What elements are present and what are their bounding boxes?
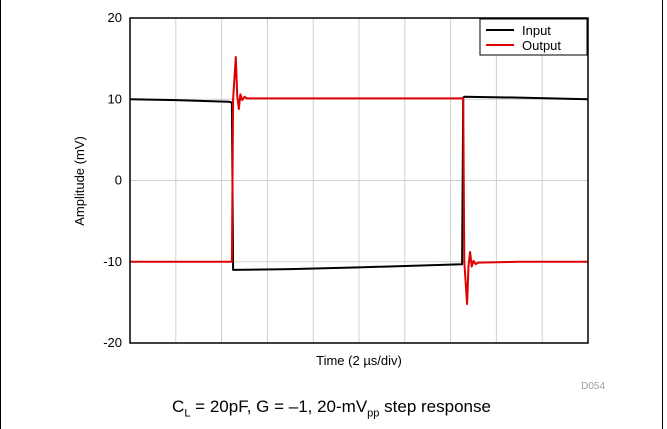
y-tick-label-0: -20 [103, 335, 122, 350]
legend-box [479, 18, 588, 56]
y-tick-label-1: -10 [103, 254, 122, 269]
series-lines [129, 56, 589, 305]
grid-lines [130, 18, 588, 343]
y-tick-labels: -20 -10 0 10 20 [103, 10, 122, 350]
caption-c: C [172, 397, 185, 416]
x-axis-label: Time (2 µs/div) [316, 353, 402, 368]
y-axis-label: Amplitude (mV) [72, 136, 87, 226]
figure-id: D054 [581, 381, 605, 392]
caption-tail: step response [379, 397, 491, 416]
caption-mid: = 20pF, G = –1, 20-mV [190, 397, 368, 416]
y-tick-label-3: 10 [108, 91, 122, 106]
y-tick-label-2: 0 [115, 173, 122, 188]
y-tick-label-4: 20 [108, 10, 122, 25]
series-line-input [129, 95, 589, 271]
legend-label-output: Output [522, 38, 561, 53]
caption-c-sub: L [184, 407, 191, 420]
legend-label-input: Input [522, 23, 551, 38]
plot-border [129, 17, 589, 344]
figure-caption: CL = 20pF, G = –1, 20-mVpp step response [0, 397, 663, 419]
caption-v-sub: pp [367, 407, 380, 420]
series-line-output [130, 56, 588, 305]
